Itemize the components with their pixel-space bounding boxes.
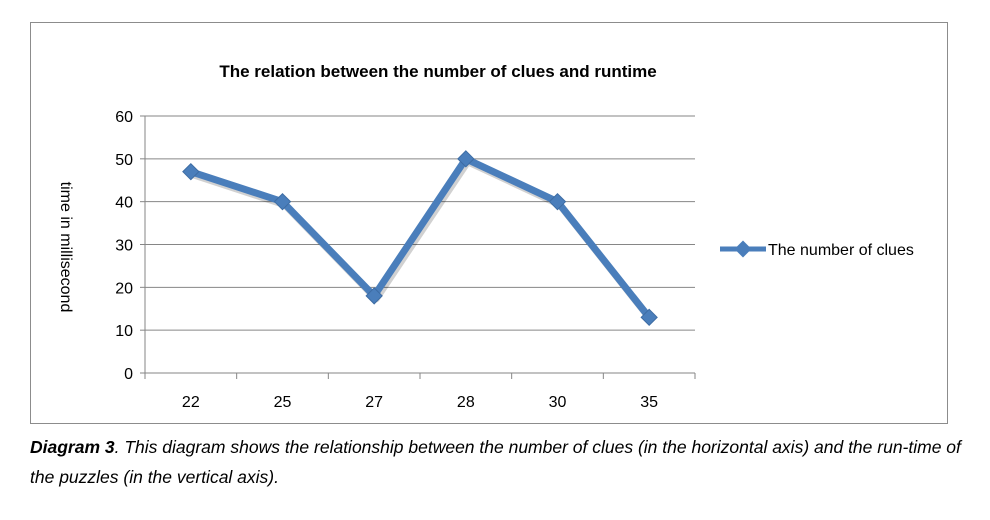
y-tick-label: 50 <box>115 152 133 169</box>
y-tick-label: 60 <box>115 109 133 126</box>
legend-label: The number of clues <box>768 242 914 259</box>
y-tick-label: 40 <box>115 195 133 212</box>
y-tick-label: 20 <box>115 280 133 297</box>
x-tick-label: 30 <box>549 394 567 411</box>
y-axis-label: time in millisecond <box>57 182 74 313</box>
axes <box>140 115 696 379</box>
gridlines <box>145 115 695 331</box>
y-tick-label: 10 <box>115 323 133 340</box>
data-point-marker <box>548 192 567 211</box>
y-tick-label: 0 <box>124 366 133 383</box>
x-tick-label: 25 <box>274 394 292 411</box>
x-tick-labels: 22 25 27 28 30 35 <box>182 394 658 411</box>
series-line-shadow <box>191 158 654 323</box>
data-point-marker <box>365 287 383 305</box>
series-line <box>187 155 653 321</box>
line-chart: The relation between the number of clues… <box>57 62 914 411</box>
y-tick-labels: 0 10 20 30 40 50 60 <box>115 109 133 383</box>
x-tick-label: 22 <box>182 394 200 411</box>
figure-caption: Diagram 3. This diagram shows the relati… <box>30 432 975 492</box>
chart-frame <box>30 22 948 424</box>
caption-text: . This diagram shows the relationship be… <box>30 437 961 487</box>
data-point-marker <box>640 308 658 327</box>
legend-marker-icon <box>734 240 752 258</box>
data-point-marker <box>182 162 200 181</box>
x-tick-label: 27 <box>365 394 383 411</box>
chart-title: The relation between the number of clues… <box>219 62 656 81</box>
x-tick-label: 35 <box>640 394 658 411</box>
data-point-marker <box>457 150 475 168</box>
y-tick-label: 30 <box>115 238 133 255</box>
data-point-marker <box>273 192 292 211</box>
x-tick-label: 28 <box>457 394 475 411</box>
legend: The number of clues <box>720 240 914 259</box>
series-group <box>182 150 658 327</box>
caption-label: Diagram 3 <box>30 437 115 457</box>
